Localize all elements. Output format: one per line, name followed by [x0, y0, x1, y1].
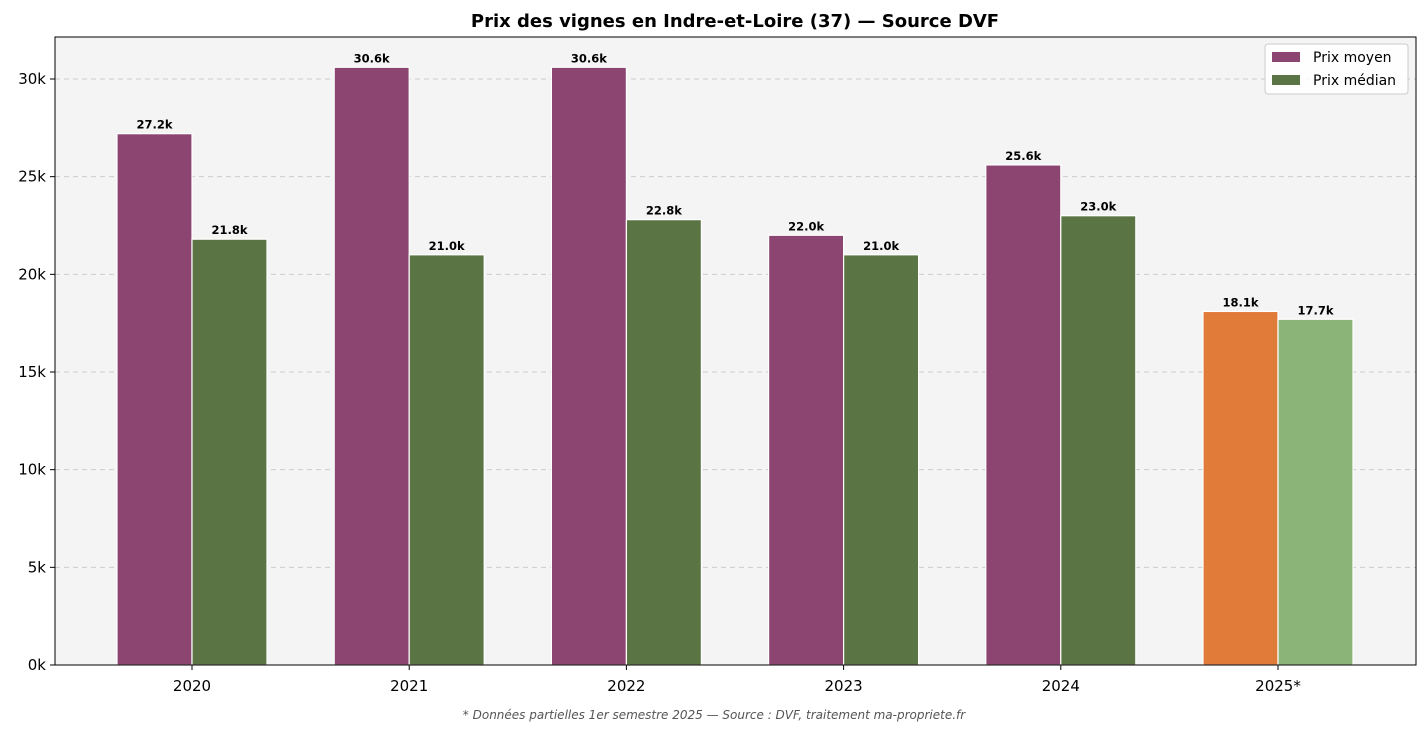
bar-median-2024 — [1060, 215, 1137, 666]
data-label: 30.6k — [354, 51, 390, 65]
plot-frame — [54, 36, 1417, 666]
bar-median-2025* — [1277, 318, 1354, 666]
bar-median-2020 — [191, 238, 268, 666]
bar-mean-2020 — [116, 133, 193, 666]
data-label: 21.0k — [429, 239, 465, 253]
y-tick-label: 25k — [18, 168, 46, 186]
bar-mean-2022 — [550, 66, 628, 666]
bar-mean-2024 — [985, 164, 1062, 666]
x-tick-label: 2025* — [1255, 677, 1301, 695]
y-tick-label: 20k — [18, 265, 46, 283]
x-tick-label: 2024 — [1042, 677, 1080, 695]
legend-label-mean: Prix moyen — [1313, 50, 1392, 66]
data-label: 30.6k — [571, 51, 607, 65]
data-label: 21.8k — [211, 223, 247, 237]
bar-median-2021 — [408, 254, 485, 666]
footnote: * Données partielles 1er semestre 2025 —… — [463, 708, 966, 722]
x-tick-label: 2021 — [390, 677, 428, 695]
legend: Prix moyen Prix médian — [1264, 43, 1409, 95]
data-label: 23.0k — [1080, 200, 1116, 214]
y-tick-label: 5k — [28, 558, 47, 576]
legend-label-median: Prix médian — [1313, 73, 1396, 89]
x-tick-label: 2020 — [173, 677, 211, 695]
plot-area — [55, 37, 1416, 665]
bar-mean-2021 — [333, 66, 410, 666]
data-label: 25.6k — [1005, 149, 1041, 163]
y-tick-label: 30k — [18, 70, 46, 88]
y-tick-label: 0k — [28, 656, 47, 674]
data-label: 22.8k — [646, 204, 682, 218]
legend-swatch-mean — [1272, 52, 1300, 62]
bar-mean-2023 — [767, 234, 845, 666]
bar-mean-2025* — [1202, 310, 1279, 666]
data-label: 18.1k — [1222, 295, 1258, 309]
y-tick-label: 10k — [18, 461, 46, 479]
data-label: 21.0k — [863, 239, 899, 253]
bar-median-2023 — [842, 254, 920, 666]
legend-swatch-median — [1272, 75, 1300, 85]
data-label: 22.0k — [788, 219, 824, 233]
x-tick-label: 2022 — [607, 677, 645, 695]
y-tick-label: 15k — [18, 363, 46, 381]
bar-median-2022 — [625, 219, 703, 666]
x-tick-label: 2023 — [825, 677, 863, 695]
data-label: 27.2k — [136, 118, 172, 132]
chart-title: Prix des vignes en Indre-et-Loire (37) —… — [471, 11, 999, 32]
data-label: 17.7k — [1297, 303, 1333, 317]
